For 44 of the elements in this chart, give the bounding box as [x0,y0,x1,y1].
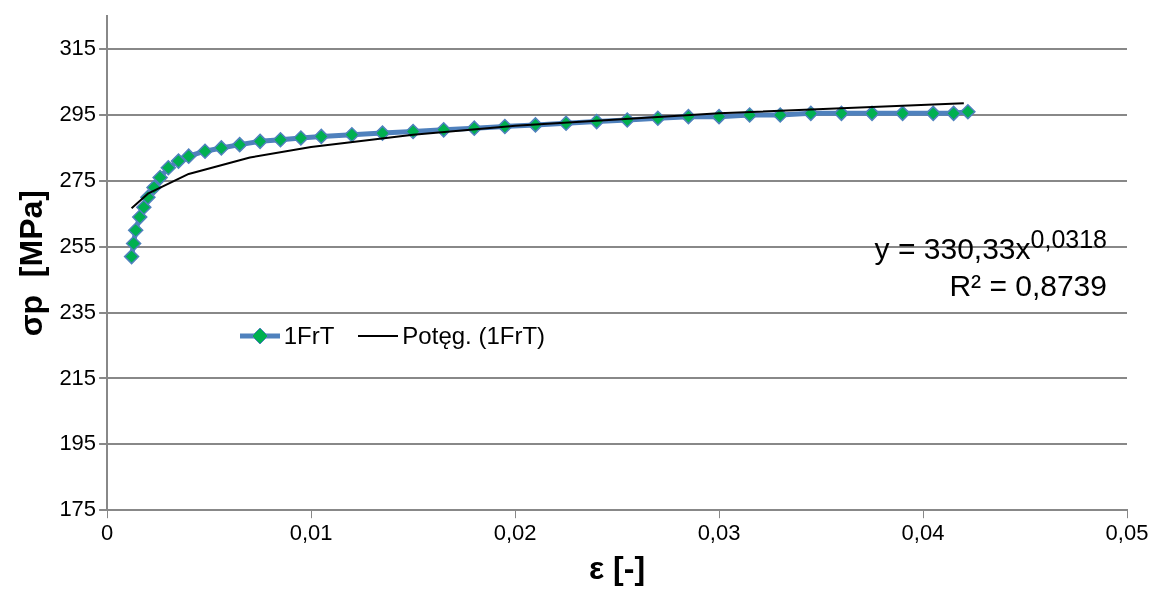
point [170,153,187,169]
point [231,136,248,153]
point [123,248,140,265]
annotation: R² = 0,8739 [948,268,1107,305]
y-tick-label: 295 [59,101,97,127]
point [160,159,177,176]
point [180,148,197,164]
point [344,127,360,143]
point [925,105,941,122]
point [131,209,148,225]
y-tick-label: 175 [59,496,97,522]
point [136,199,152,215]
point [894,105,911,122]
point [127,222,144,239]
x-tick-label: 0,03 [697,520,741,546]
x-axis-title: ε [-] [589,549,646,586]
x-tick-label: 0,01 [289,520,333,546]
point [252,133,268,150]
y-tick-label: 275 [59,166,97,192]
point [945,105,962,122]
legend-label: 1FrT [283,322,335,351]
point [833,105,850,122]
annotation: y = 330,33x$^{0,0318}$ [874,223,1107,267]
x-tick-label: 0,04 [901,520,945,546]
x-tick-label: 0 [100,520,114,546]
y-tick-label: 255 [59,232,97,258]
point [293,130,309,146]
point [197,143,213,159]
y-tick-label: 315 [59,35,97,61]
point [213,140,230,156]
x-tick-label: 0,02 [493,520,537,546]
point [960,103,976,120]
point [125,235,142,252]
legend-label: Potęg. (1FrT) [402,322,546,351]
point [864,105,880,122]
x-tick-label: 0,05 [1105,520,1149,546]
y-tick-label: 195 [59,430,97,456]
y-tick-label: 215 [59,364,97,390]
point [272,131,289,148]
point [152,169,168,186]
y-axis-title: σp [MPa] [13,190,50,337]
point [313,128,330,145]
y-tick-label: 235 [59,298,97,324]
point [374,125,391,141]
